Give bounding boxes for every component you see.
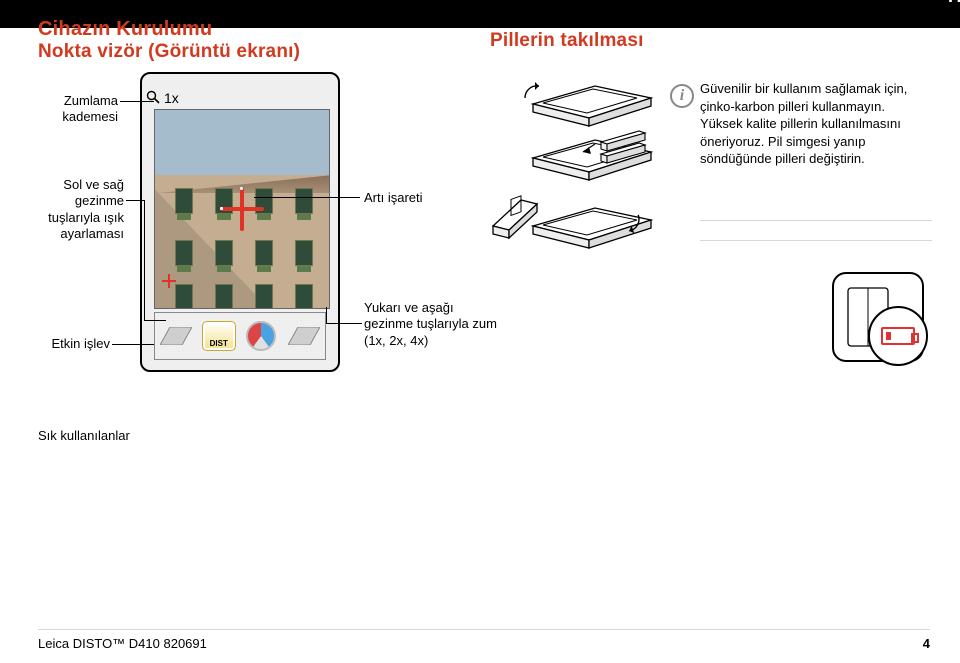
battery-low-icon <box>881 327 915 345</box>
info-block: i Güvenilir bir kullanım sağlamak için, … <box>700 80 930 168</box>
info-icon: i <box>670 84 694 108</box>
icon-row: DIST <box>154 312 326 360</box>
zoom-level-label: 1x <box>164 90 179 106</box>
fn-slot-left <box>156 316 196 356</box>
device-back-panel <box>832 272 924 362</box>
language-code: TR <box>945 0 960 7</box>
blank-slot-icon <box>160 327 192 345</box>
label-crosshair: Artı işareti <box>364 190 444 206</box>
left-subtitle: Nokta vizör (Görüntü ekranı) <box>38 41 930 63</box>
label-zoom-stage: Zumlama kademesi <box>38 93 118 126</box>
low-battery-callout <box>868 306 928 366</box>
label-zoom-keys: Yukarı ve aşağı gezinme tuşlarıyla zum (… <box>364 300 504 349</box>
battery-install-diagram <box>483 80 675 265</box>
gauge-icon <box>241 316 281 356</box>
section-title: Cihazın Kurulumu <box>38 18 930 41</box>
viewfinder-photo <box>154 109 330 309</box>
footer-page: 4 <box>923 636 930 651</box>
blank-slot-icon <box>288 327 320 345</box>
label-active-fn: Etkin işlev <box>40 336 110 352</box>
fn-slot-right <box>284 316 324 356</box>
footer-product: Leica DISTO™ D410 820691 <box>38 636 207 651</box>
info-text: Güvenilir bir kullanım sağlamak için, çi… <box>700 80 930 168</box>
label-favorites: Sık kullanılanlar <box>38 428 130 444</box>
dist-icon: DIST <box>199 316 239 356</box>
page-footer: Leica DISTO™ D410 820691 4 <box>38 629 930 651</box>
pointfinder-screen: 1x <box>140 72 340 372</box>
label-brightness: Sol ve sağ gezinme tuşlarıyla ışık ayarl… <box>24 177 124 242</box>
